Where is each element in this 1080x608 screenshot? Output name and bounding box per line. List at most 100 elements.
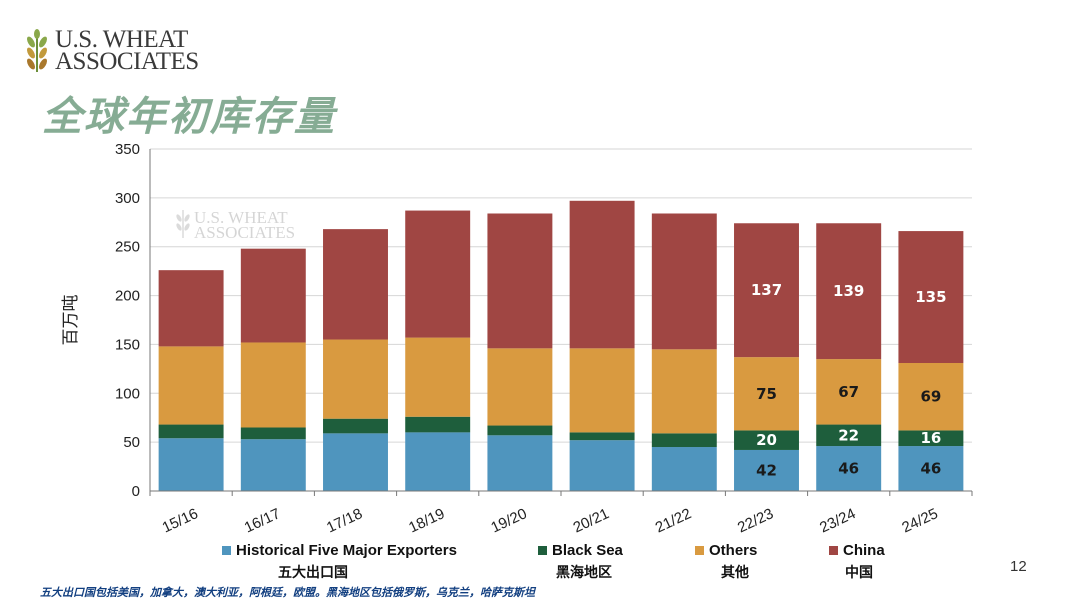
bar-segment	[734, 223, 799, 358]
bar-segment	[158, 438, 224, 491]
watermark-wheat-icon	[176, 210, 190, 238]
x-tick-label: 23/24	[817, 505, 858, 536]
y-tick-label: 250	[115, 239, 140, 256]
page-title: 全球年初库存量	[42, 94, 336, 140]
bar-segment	[816, 446, 882, 491]
x-tick-label: 17/18	[324, 505, 365, 536]
bar-segment	[405, 432, 471, 491]
bar-segment	[240, 248, 306, 343]
data-label: 75	[756, 385, 777, 403]
legend-label: China	[843, 542, 885, 559]
bar-segment	[240, 342, 306, 428]
legend-swatch	[222, 546, 231, 555]
x-tick-label: 22/23	[735, 505, 776, 536]
bar-segment	[816, 359, 882, 425]
x-tick-label: 18/19	[406, 505, 447, 536]
x-tick-label: 19/20	[488, 505, 529, 536]
legend-label: Historical Five Major Exporters	[236, 542, 457, 559]
footnote: 五大出口国包括美国，加拿大，澳大利亚，阿根廷，欧盟。黑海地区包括俄罗斯，乌克兰，…	[40, 586, 535, 599]
x-tick-label: 21/22	[653, 505, 694, 536]
legend-label: Others	[709, 542, 758, 559]
data-label: 42	[756, 461, 777, 479]
bar-segment	[323, 433, 388, 491]
data-label: 22	[838, 426, 859, 444]
bar-segment	[734, 430, 799, 450]
bar-segment	[405, 416, 471, 433]
x-tick-label: 20/21	[571, 505, 612, 536]
legend-swatch	[695, 546, 704, 555]
data-label: 46	[920, 460, 941, 478]
x-tick-label: 15/16	[160, 505, 201, 536]
bar-segment	[569, 440, 635, 491]
logo-text: U.S. WHEAT ASSOCIATES	[55, 26, 199, 75]
usw-logo: U.S. WHEAT ASSOCIATES	[24, 26, 199, 75]
bar-segment	[898, 430, 964, 447]
bar-segment	[816, 424, 882, 447]
data-label: 46	[838, 460, 859, 478]
logo-line1: U.S. WHEAT	[55, 26, 188, 53]
watermark-line2: ASSOCIATES	[194, 223, 295, 242]
y-tick-label: 350	[115, 141, 140, 158]
bar-segment	[651, 349, 717, 434]
bar-segment	[816, 223, 882, 360]
watermark-line1: U.S. WHEAT	[194, 208, 288, 227]
legend-label: Black Sea	[552, 542, 623, 559]
data-label: 135	[915, 288, 946, 306]
bar-segment	[734, 357, 799, 431]
legend-item-five-major-exporters: Historical Five Major Exporters 五大出口国	[222, 542, 457, 582]
y-tick-label: 200	[115, 288, 140, 305]
data-label: 137	[751, 281, 782, 299]
bar-segment	[898, 362, 964, 431]
legend-swatch	[829, 546, 838, 555]
bar-segment	[734, 449, 799, 491]
bars	[158, 200, 964, 491]
y-axis-label: 百万吨	[61, 295, 81, 346]
bar-segment	[158, 270, 224, 347]
data-label: 69	[920, 388, 941, 406]
bar-segment	[240, 439, 306, 491]
y-tick-label: 100	[115, 385, 140, 402]
y-tick-label: 150	[115, 336, 140, 353]
data-labels: 42 46 46 20 22 16 75 67 69 137 139 135	[751, 281, 947, 479]
logo-line2: ASSOCIATES	[55, 48, 199, 75]
bar-segment	[323, 229, 388, 340]
bar-segment	[405, 337, 471, 417]
bar-segment	[323, 418, 388, 434]
data-label: 20	[756, 431, 777, 449]
bar-segment	[898, 231, 964, 363]
legend-item-others: Others 其他	[695, 542, 757, 582]
bar-segment	[487, 213, 553, 349]
bar-segment	[651, 447, 717, 491]
legend-label-cn: 中国	[845, 565, 873, 581]
watermark: U.S. WHEAT ASSOCIATES	[176, 208, 295, 242]
legend-item-china: China 中国	[829, 542, 885, 582]
bar-segment	[240, 427, 306, 440]
legend-label-cn: 其他	[721, 565, 749, 581]
legend-label-cn: 五大出口国	[278, 565, 348, 581]
bar-segment	[487, 425, 553, 436]
bar-segment	[569, 200, 635, 349]
bar-segment	[569, 432, 635, 441]
x-tick-label: 24/25	[899, 505, 940, 536]
page-number: 12	[1010, 558, 1027, 575]
data-label: 139	[833, 282, 864, 300]
bar-segment	[323, 339, 388, 419]
bar-segment	[651, 213, 717, 350]
bar-segment	[158, 346, 224, 425]
data-label: 67	[838, 383, 859, 401]
data-label: 16	[920, 429, 941, 447]
bar-segment	[487, 435, 553, 491]
legend-label-cn: 黑海地区	[556, 565, 612, 581]
bar-segment	[651, 433, 717, 448]
bar-segment	[487, 348, 553, 426]
y-tick-label: 0	[132, 483, 140, 500]
legend-item-black-sea: Black Sea 黑海地区	[538, 542, 623, 582]
bar-segment	[158, 424, 224, 439]
y-tick-label: 300	[115, 190, 140, 207]
x-tick-label: 16/17	[242, 505, 283, 536]
bar-segment	[405, 210, 471, 338]
bar-segment	[898, 446, 964, 491]
y-tick-label: 50	[123, 434, 140, 451]
legend-swatch	[538, 546, 547, 555]
